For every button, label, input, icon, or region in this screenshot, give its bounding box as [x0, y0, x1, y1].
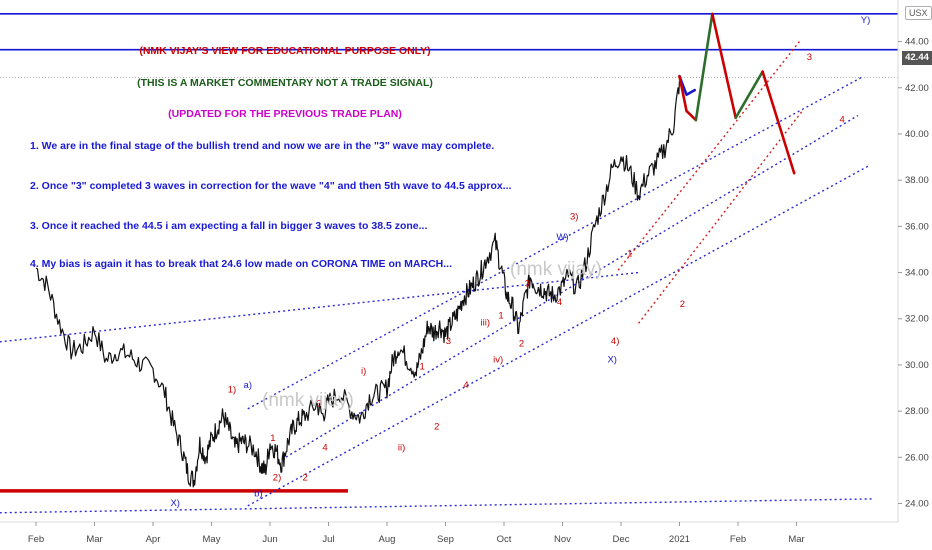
projection-leg-3 [694, 12, 714, 122]
x-tick-label: Dec [613, 534, 630, 545]
y-tick-label: 42.00 [905, 83, 929, 94]
y-tick-label: 34.00 [905, 268, 929, 279]
x-tick-label: Mar [86, 534, 102, 545]
y-tick-label: 24.00 [905, 499, 929, 510]
y-tick-label: 44.00 [905, 37, 929, 48]
note-point-2: 2. Once "3" completed 3 waves in correct… [30, 180, 512, 192]
wave-label: 3) [570, 211, 578, 222]
wave-label: 4 [557, 297, 562, 308]
wave-labels: 1) a) 1 b) 2) 2 3 4 i) 1 ii) 2 3 4 iii) iv) 1 2 3 4 W)3) 1 4) X… [170, 15, 870, 509]
wave-label: Y) [861, 15, 871, 26]
watermark-2: (nmk vijay) [262, 390, 354, 411]
x-tick-label: Feb [28, 534, 44, 545]
note-disclaimer: (NMK VIJAY'S VIEW FOR EDUCATIONAL PURPOS… [139, 45, 431, 57]
wave-label: 3 [316, 399, 321, 410]
wave-label: 3 [525, 278, 530, 289]
wave-label: 1 [419, 362, 424, 373]
watermark-1: (nmk vijay) [510, 259, 602, 280]
wave-label: 4 [839, 114, 844, 125]
wave-label: ii) [398, 442, 405, 453]
note-point-3: 3. Once it reached the 44.5 i am expecti… [30, 220, 428, 232]
wave-label: 1 [627, 248, 632, 259]
wave-label: X) [170, 498, 180, 509]
projection-leg-6 [761, 70, 796, 175]
y-tick-label: 32.00 [905, 314, 929, 325]
note-updated: (UPDATED FOR THE PREVIOUS TRADE PLAN) [168, 108, 402, 120]
wave-label: 2) [273, 472, 281, 483]
note-commentary: (THIS IS A MARKET COMMENTARY NOT A TRADE… [137, 77, 433, 89]
wave-label: 3 [446, 336, 451, 347]
wave-label: iii) [481, 318, 491, 329]
x-tick-label: Aug [379, 534, 396, 545]
projection-leg-4 [711, 12, 737, 120]
wave-label: X) [607, 355, 617, 366]
wave-label: W) [556, 232, 568, 243]
y-tick-label: 40.00 [905, 129, 929, 140]
channel-lower [247, 165, 869, 507]
wave-label: i) [361, 366, 366, 377]
x-tick-label: Nov [554, 534, 571, 545]
x-tick-label: Sep [437, 534, 454, 545]
x-axis: Feb Mar Apr May Jun Jul Aug Sep Oct Nov Dec 2021 Feb… [0, 521, 932, 545]
x-tick-label: Jul [322, 534, 334, 545]
wave-label: 2 [434, 422, 439, 433]
last-price-badge: 42.44 [902, 51, 932, 65]
y-tick-label: 38.00 [905, 175, 929, 186]
note-point-1: 1. We are in the final stage of the bull… [30, 140, 495, 152]
x-tick-label: Mar [788, 534, 804, 545]
wave-label: 1) [228, 385, 236, 396]
channel-red-lower [637, 110, 803, 324]
wave-label: 2 [519, 338, 524, 349]
wave-label: 4) [611, 336, 619, 347]
wave-label: iv) [493, 355, 503, 366]
y-tick-label: 30.00 [905, 360, 929, 371]
x-tick-label: Apr [146, 534, 161, 545]
channel-red-upper [617, 41, 800, 271]
price-series [35, 80, 681, 488]
price-line [35, 80, 681, 488]
y-tick-label: 36.00 [905, 221, 929, 232]
x-tick-label: Feb [730, 534, 746, 545]
projection-leg-5 [734, 70, 764, 120]
channel-upper [247, 75, 865, 410]
x-tick-label: 2021 [669, 534, 690, 545]
channel-mid [281, 114, 859, 461]
wave-label: 2 [302, 472, 307, 483]
wave-label: b) [254, 489, 262, 500]
projection-paths [678, 12, 796, 175]
symbol-badge[interactable]: USX [905, 6, 932, 20]
projection-leg-2 [678, 74, 698, 122]
trendline-base [0, 498, 873, 514]
x-tick-label: Oct [497, 534, 512, 545]
y-tick-label: 28.00 [905, 406, 929, 417]
y-axis-panel [898, 0, 932, 550]
x-tick-label: May [203, 534, 221, 545]
trend-channels [0, 13, 898, 514]
note-point-4: 4. My bias is again it has to break that… [30, 258, 453, 270]
wave-label: a) [244, 380, 252, 391]
wave-label: 1 [270, 433, 275, 444]
wave-label: 1 [498, 311, 503, 322]
y-axis: 24.00 26.00 28.00 30.00 32.00 34.00 36.00 38.00… [897, 0, 932, 550]
y-tick-label: 26.00 [905, 452, 929, 463]
wave-label: 4 [463, 380, 468, 391]
wave-label: 3 [807, 52, 812, 63]
trendline-long [0, 271, 639, 343]
wave-label: 4 [322, 442, 327, 453]
wave-label: 2 [680, 299, 685, 310]
x-tick-label: Jun [262, 534, 277, 545]
